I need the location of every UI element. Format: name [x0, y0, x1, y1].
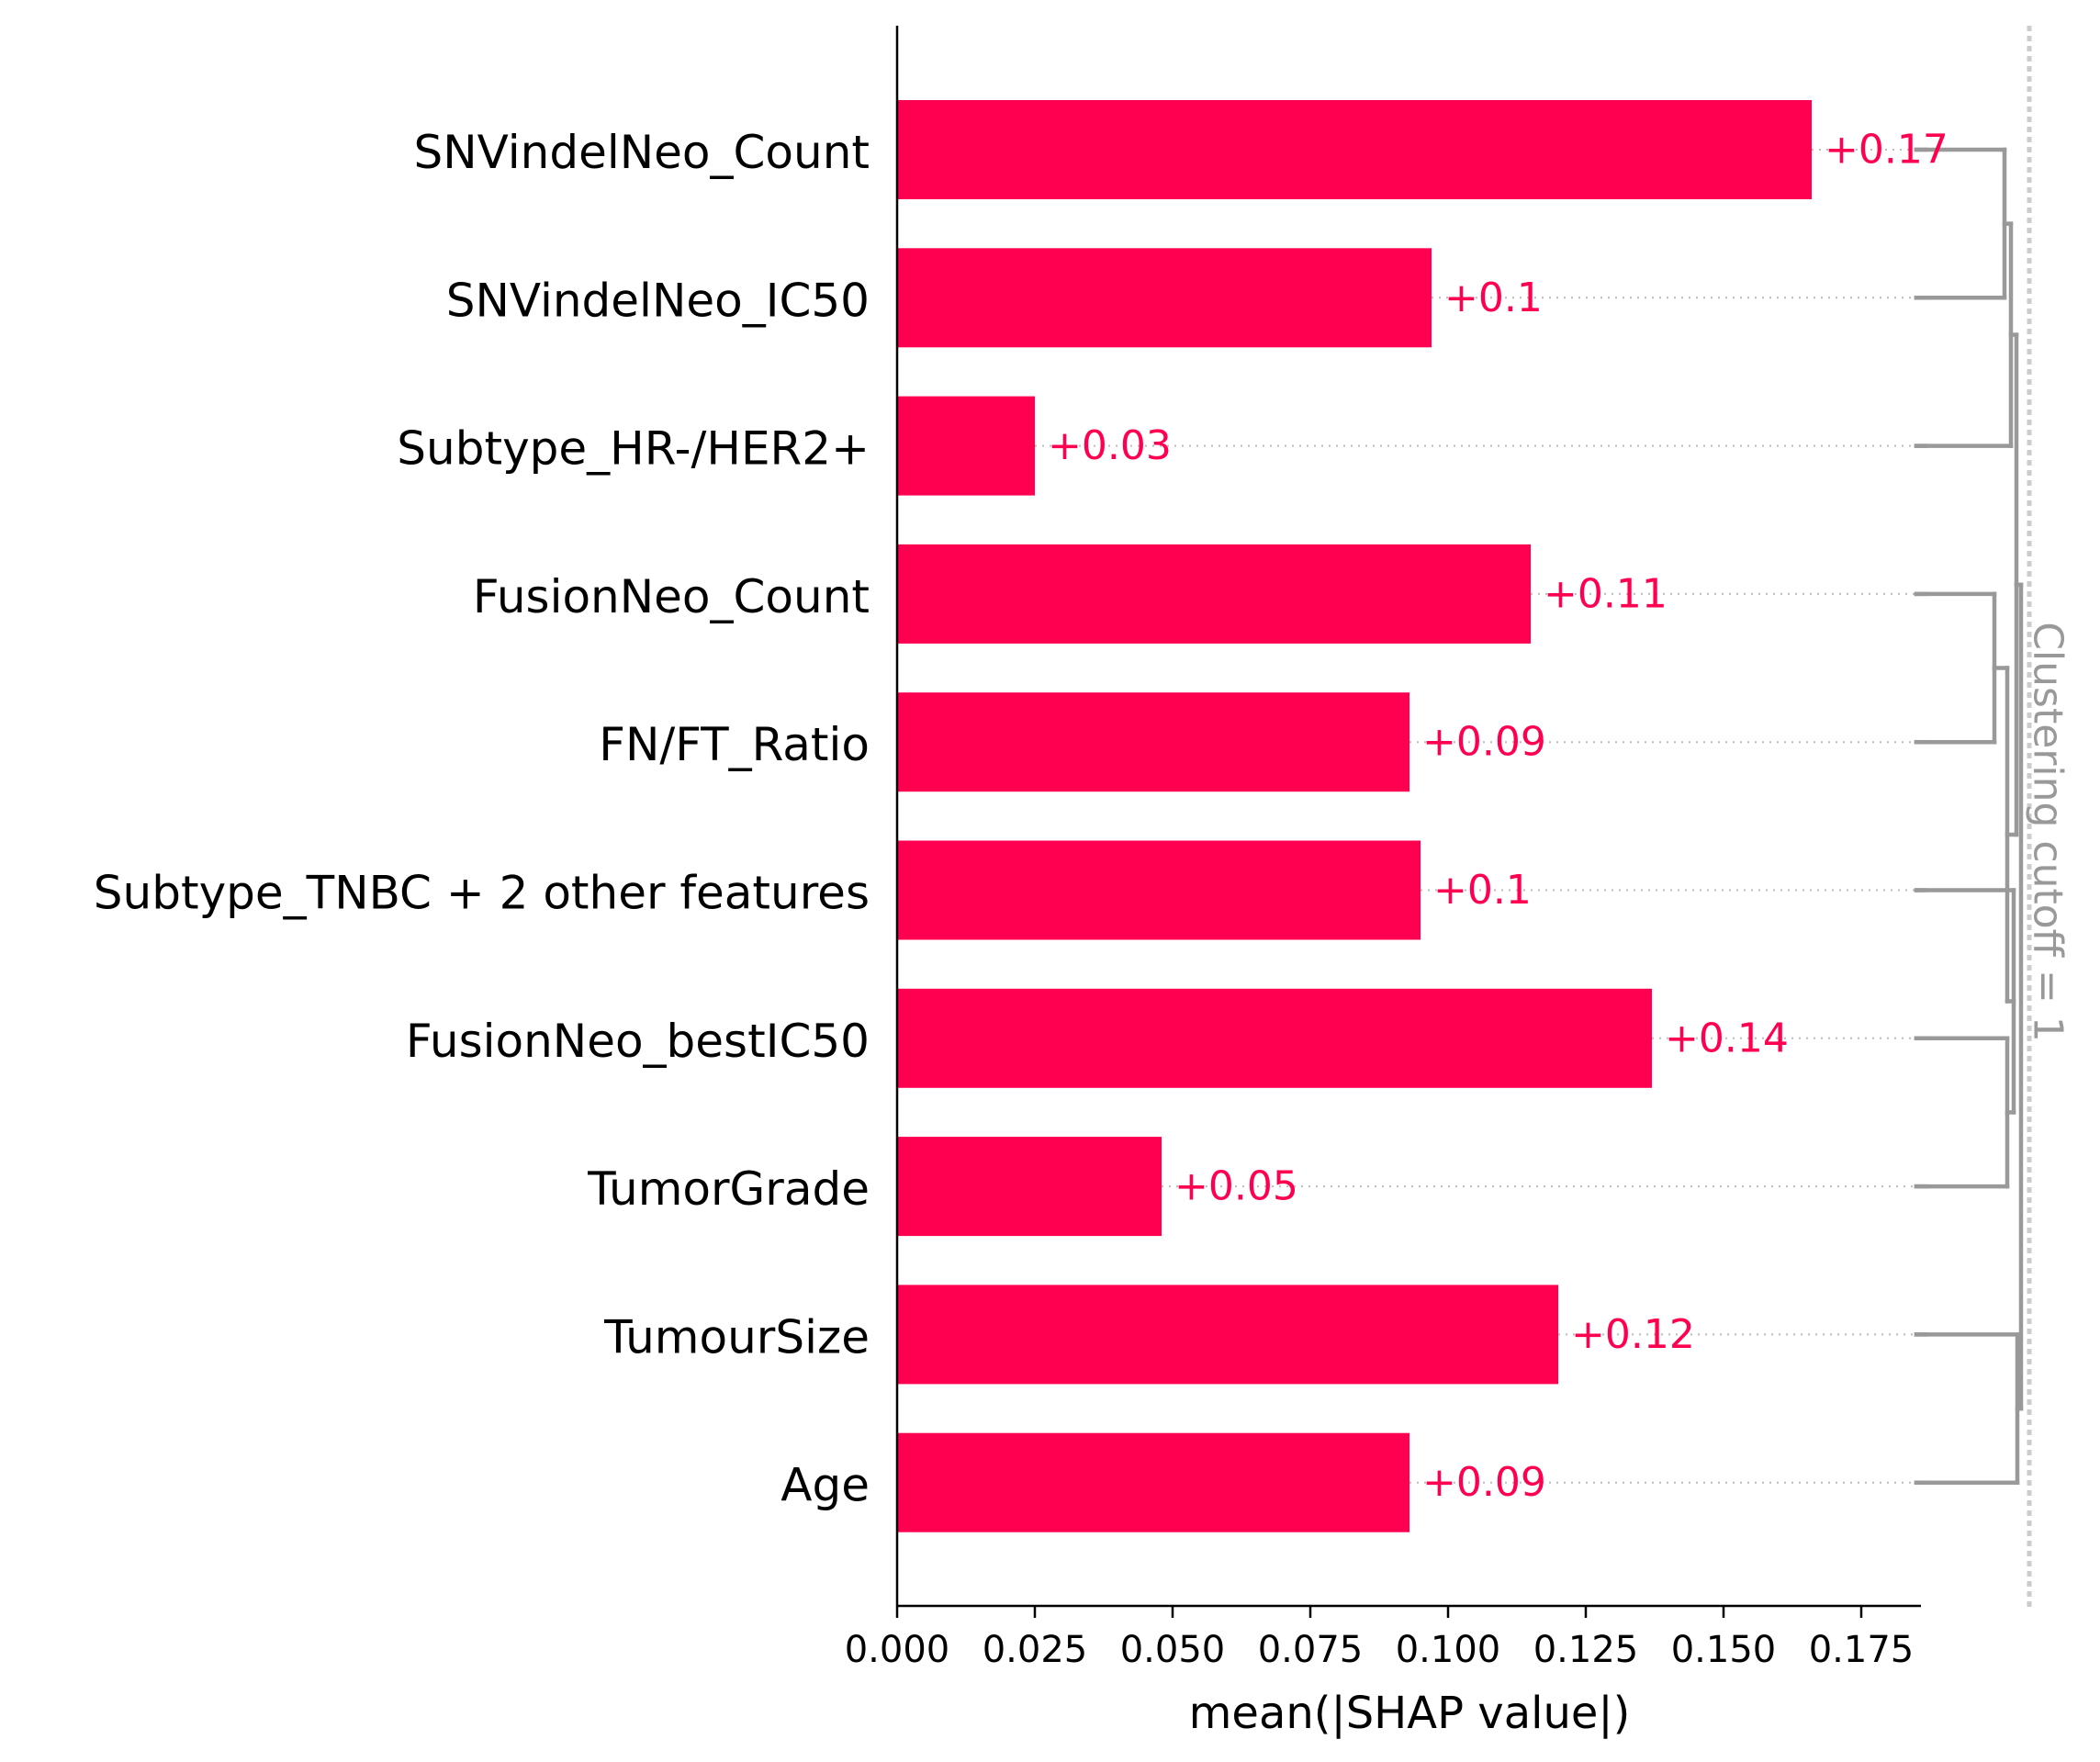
- guide-lines: [1035, 149, 1915, 1484]
- value-label: +0.12: [1571, 1311, 1695, 1358]
- value-label: +0.1: [1444, 275, 1543, 321]
- feature-label: TumorGrade: [587, 1162, 870, 1216]
- x-tick-label: 0.075: [1258, 1629, 1364, 1671]
- value-label: +0.09: [1422, 719, 1546, 766]
- bar: [897, 1432, 1409, 1532]
- bar: [897, 248, 1432, 348]
- x-tick-label: 0.125: [1533, 1629, 1639, 1671]
- feature-label: Subtype_TNBC + 2 other features: [94, 867, 870, 920]
- value-labels: +0.17 +0.1 +0.03 +0.11 +0.09 +0.1 +0.14 +0.05 +0…: [1048, 127, 1948, 1507]
- feature-label: FusionNeo_bestIC50: [406, 1015, 870, 1068]
- x-tick-label: 0.050: [1120, 1629, 1226, 1671]
- x-tick-label: 0.175: [1809, 1629, 1915, 1671]
- bar: [897, 692, 1409, 792]
- value-label: +0.05: [1174, 1163, 1298, 1210]
- bar: [897, 1285, 1558, 1385]
- x-axis-ticks: 0.000 0.025 0.050 0.075 0.100 0.125 0.150 0.175: [845, 1606, 1915, 1671]
- feature-label: FN/FT_Ratio: [599, 718, 870, 771]
- bars: [897, 100, 1812, 1532]
- bar: [897, 988, 1652, 1088]
- value-label: +0.1: [1433, 867, 1532, 914]
- value-label: +0.11: [1544, 570, 1668, 617]
- x-tick-label: 0.000: [845, 1629, 950, 1671]
- x-tick-label: 0.025: [983, 1629, 1088, 1671]
- value-label: +0.17: [1825, 127, 1948, 174]
- clustering-cutoff-label: Clustering cutoff = 1: [2025, 622, 2072, 1042]
- value-label: +0.14: [1665, 1015, 1789, 1061]
- feature-label: SNVindelNeo_Count: [414, 126, 870, 179]
- bar: [897, 840, 1421, 940]
- feature-label: SNVindelNeo_IC50: [446, 274, 870, 327]
- x-axis-title: mean(|SHAP value|): [1189, 1688, 1631, 1739]
- feature-label: Subtype_HR-/HER2+: [397, 422, 870, 476]
- clustering-dendrogram: [1914, 147, 2024, 1485]
- feature-labels: SNVindelNeo_Count SNVindelNeo_IC50 Subtype…: [94, 126, 870, 1512]
- value-label: +0.09: [1422, 1459, 1546, 1506]
- x-tick-label: 0.150: [1671, 1629, 1777, 1671]
- feature-label: FusionNeo_Count: [473, 570, 870, 623]
- bar: [897, 100, 1812, 199]
- value-label: +0.03: [1048, 422, 1172, 469]
- x-tick-label: 0.100: [1396, 1629, 1501, 1671]
- bar: [897, 1137, 1162, 1237]
- feature-label: TumourSize: [603, 1310, 870, 1364]
- bar: [897, 396, 1035, 496]
- feature-label: Age: [780, 1459, 870, 1512]
- bar: [897, 544, 1531, 644]
